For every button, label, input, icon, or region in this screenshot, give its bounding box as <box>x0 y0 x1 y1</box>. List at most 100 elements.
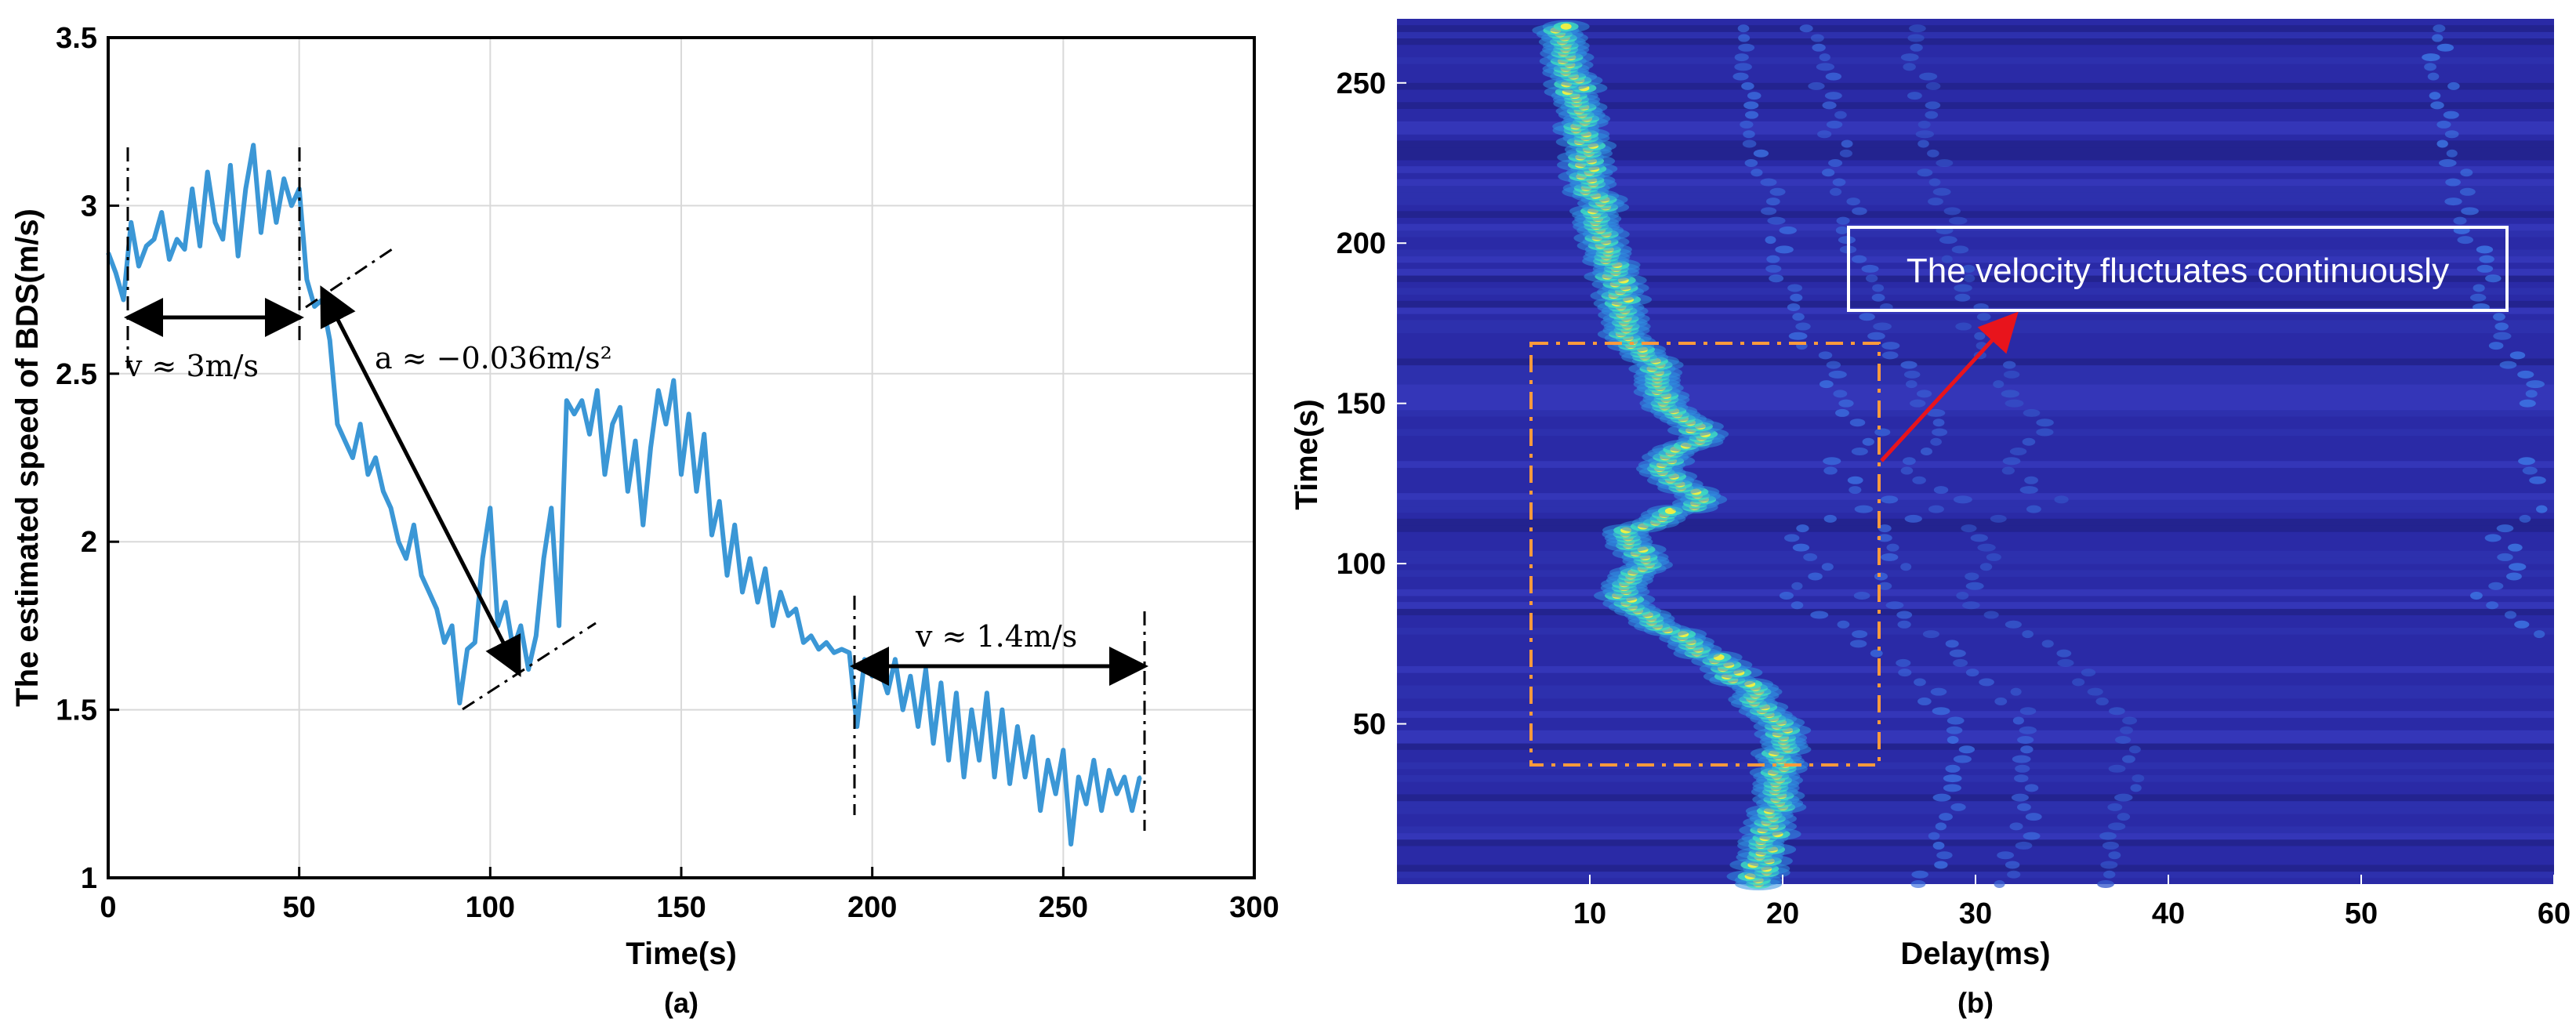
y-tick-label-b: 250 <box>1337 67 1386 100</box>
x-tick-label: 0 <box>100 891 116 924</box>
secondary-trace-blob <box>2019 726 2037 734</box>
secondary-trace-blob <box>1816 63 1835 71</box>
secondary-trace-blob <box>1874 572 1888 581</box>
secondary-trace-blob <box>2444 198 2462 206</box>
secondary-trace-blob <box>2459 187 2476 196</box>
heatmap-band <box>1397 82 2554 90</box>
heatmap-band <box>1397 832 2554 840</box>
speed-point <box>343 439 347 443</box>
secondary-trace-blob <box>2005 620 2022 629</box>
secondary-trace-blob <box>1817 130 1832 139</box>
y-tick-label: 1 <box>81 862 97 895</box>
secondary-trace-blob <box>2526 380 2545 389</box>
secondary-trace-blob <box>2019 707 2037 716</box>
secondary-trace-blob <box>1852 207 1867 216</box>
secondary-trace-blob <box>2488 342 2504 350</box>
speed-point <box>695 489 698 493</box>
heatmap-band <box>1397 493 2554 500</box>
speed-point <box>320 298 324 302</box>
speed-point <box>389 506 393 510</box>
speed-point <box>328 338 332 342</box>
callout-box <box>1847 226 2509 312</box>
y-tick-label: 1.5 <box>56 694 97 727</box>
secondary-trace-blob <box>2011 793 2029 802</box>
secondary-trace-blob <box>1910 399 1926 408</box>
speed-point <box>909 674 912 678</box>
speed-point <box>923 668 927 672</box>
heatmap-band <box>1397 806 2554 814</box>
secondary-trace-blob <box>1946 726 1963 734</box>
secondary-trace-blob <box>2488 582 2504 590</box>
speed-point <box>419 574 423 578</box>
secondary-trace-blob <box>2433 24 2446 33</box>
secondary-trace-blob <box>1930 687 1947 696</box>
x-ticks-b: 10 20 30 40 50 60 <box>1573 875 2571 930</box>
speed-point <box>817 647 821 651</box>
x-tick-label-b: 10 <box>1573 897 1606 930</box>
secondary-trace-blob <box>1881 553 1899 561</box>
secondary-trace-blob <box>2484 534 2502 542</box>
secondary-trace-blob <box>1917 140 1929 148</box>
x-tick-label-b: 60 <box>2538 897 2571 930</box>
speed-point <box>771 624 775 628</box>
secondary-trace-blob <box>1962 264 1976 273</box>
secondary-trace-blob <box>1979 563 1993 571</box>
heatmap-band <box>1397 397 2554 404</box>
secondary-trace-blob <box>1928 832 1940 840</box>
speed-point <box>282 177 286 181</box>
speed-point <box>450 624 454 628</box>
y-tick-label-b: 100 <box>1337 548 1386 581</box>
secondary-trace-blob <box>1808 82 1825 90</box>
secondary-trace-blob <box>1818 351 1833 360</box>
speed-point <box>847 651 851 654</box>
x-axis-label-a: Time(s) <box>626 937 737 971</box>
secondary-trace-blob <box>1927 149 1939 158</box>
secondary-trace-blob <box>2041 640 2054 648</box>
speed-point <box>1092 758 1096 762</box>
secondary-trace-blob <box>2525 390 2538 398</box>
secondary-trace-blob <box>1743 101 1759 110</box>
secondary-trace-blob <box>1905 380 1917 389</box>
speed-point <box>503 600 507 604</box>
speed-point <box>122 298 125 302</box>
speed-point <box>672 379 676 382</box>
caption-b: (b) <box>1957 987 1994 1019</box>
secondary-trace-blob <box>2103 870 2116 879</box>
speed-point <box>129 220 133 224</box>
secondary-trace-blob <box>1851 448 1868 455</box>
heatmap-band <box>1397 403 2554 411</box>
speed-point <box>962 775 966 779</box>
speed-point <box>527 668 531 672</box>
secondary-trace-blob <box>1950 803 1966 811</box>
secondary-trace-blob <box>1833 390 1848 398</box>
speed-series-line <box>106 143 1142 847</box>
secondary-trace-blob <box>2424 63 2436 71</box>
heatmap-band <box>1397 371 2554 379</box>
heatmap-band <box>1397 102 2554 109</box>
speed-point <box>901 708 905 712</box>
secondary-trace-blob <box>1732 72 1749 81</box>
speed-point <box>603 473 607 477</box>
secondary-trace-blob <box>2012 755 2031 763</box>
secondary-trace-blob <box>1779 592 1794 600</box>
secondary-trace-blob <box>1947 716 1965 725</box>
speed-point <box>205 170 209 174</box>
secondary-trace-blob <box>1932 187 1951 196</box>
secondary-trace-blob <box>1877 534 1892 542</box>
speed-point <box>840 647 844 651</box>
secondary-trace-blob <box>1803 553 1818 561</box>
speed-point <box>588 432 592 436</box>
speed-point <box>893 658 897 661</box>
heatmap-band <box>1397 185 2554 193</box>
secondary-trace-blob <box>1737 24 1750 33</box>
secondary-trace-blob <box>1925 82 1941 90</box>
secondary-trace-blob <box>1945 640 1959 648</box>
heatmap-band <box>1397 256 2554 263</box>
speed-point <box>1046 758 1050 762</box>
secondary-trace-blob <box>1871 293 1885 302</box>
secondary-trace-blob <box>1819 380 1834 389</box>
secondary-trace-blob <box>2072 678 2085 687</box>
heatmap-band <box>1397 826 2554 834</box>
secondary-trace-blob <box>2422 53 2440 62</box>
secondary-trace-blob <box>1917 697 1932 705</box>
